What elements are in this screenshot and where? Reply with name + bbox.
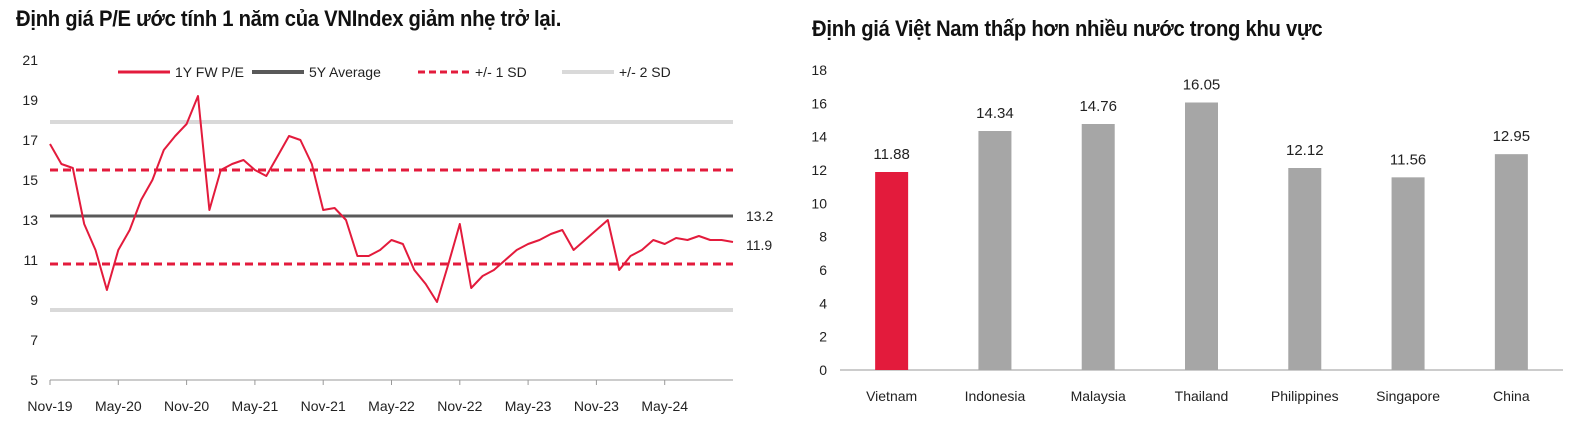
bar-philippines bbox=[1288, 168, 1322, 370]
x-tick-label: May-22 bbox=[368, 398, 415, 414]
x-tick-label: Nov-23 bbox=[574, 398, 619, 414]
x-category-label: Singapore bbox=[1376, 388, 1440, 404]
bar-malaysia bbox=[1081, 124, 1115, 370]
y-tick-label: 5 bbox=[30, 372, 38, 388]
bar-singapore bbox=[1391, 177, 1425, 370]
y-tick-label: 14 bbox=[811, 129, 827, 145]
legend-pe-label: 1Y FW P/E bbox=[175, 64, 244, 80]
bar-thailand bbox=[1185, 102, 1218, 370]
regional-pe-bar-chart: 0 2 4 6 8 10 12 14 16 18 11.88 Vietnam 14.34 Indonesi… bbox=[811, 62, 1563, 404]
x-tick-label: May-24 bbox=[641, 398, 688, 414]
y-tick-label: 4 bbox=[819, 295, 827, 311]
pe-series-line bbox=[49, 95, 734, 303]
x-tick-label: Nov-21 bbox=[301, 398, 346, 414]
y-tick-label: 6 bbox=[819, 262, 827, 278]
legend-sd2-label: +/- 2 SD bbox=[619, 64, 671, 80]
y-tick-label: 21 bbox=[22, 52, 38, 68]
bar-value-label: 12.95 bbox=[1493, 128, 1531, 145]
legend-sd1-label: +/- 1 SD bbox=[475, 64, 527, 80]
x-category-label: Philippines bbox=[1271, 388, 1339, 404]
y-tick-label: 2 bbox=[819, 329, 827, 345]
bar-china bbox=[1494, 154, 1528, 370]
bar-value-label: 14.34 bbox=[976, 105, 1014, 122]
legend-average-label: 5Y Average bbox=[309, 64, 381, 80]
pe-line-chart: 5 7 9 11 13 15 17 19 21 Nov-19 May-20 Nov-20 May-21 N… bbox=[22, 52, 773, 414]
y-tick-label: 12 bbox=[811, 162, 827, 178]
bar-value-label: 11.88 bbox=[873, 146, 909, 163]
y-tick-label: 13 bbox=[22, 212, 38, 228]
y-tick-label: 19 bbox=[22, 92, 38, 108]
right-chart-title: Định giá Việt Nam thấp hơn nhiều nước tr… bbox=[812, 16, 1323, 41]
x-category-label: Vietnam bbox=[866, 388, 917, 404]
x-category-label: Thailand bbox=[1175, 388, 1229, 404]
avg-end-label: 13.2 bbox=[746, 208, 773, 224]
left-chart-title: Định giá P/E ước tính 1 năm của VNIndex … bbox=[16, 6, 562, 31]
bar-indonesia bbox=[978, 131, 1012, 370]
x-tick-label: May-23 bbox=[505, 398, 552, 414]
y-tick-label: 15 bbox=[22, 172, 38, 188]
x-category-label: China bbox=[1493, 388, 1530, 404]
y-tick-label: 16 bbox=[811, 95, 827, 111]
bar-vietnam bbox=[875, 172, 909, 370]
left-chart-panel: Định giá P/E ước tính 1 năm của VNIndex … bbox=[16, 6, 773, 414]
right-chart-panel: Định giá Việt Nam thấp hơn nhiều nước tr… bbox=[790, 0, 1571, 425]
bar-value-label: 12.12 bbox=[1286, 142, 1324, 159]
bar-value-label: 16.05 bbox=[1183, 77, 1221, 94]
y-tick-label: 10 bbox=[811, 195, 827, 211]
x-category-label: Indonesia bbox=[965, 388, 1026, 404]
x-tick-label: Nov-22 bbox=[437, 398, 482, 414]
y-tick-label: 11 bbox=[23, 252, 38, 268]
y-tick-label: 7 bbox=[30, 332, 38, 348]
y-tick-label: 8 bbox=[819, 229, 827, 245]
y-tick-label: 9 bbox=[30, 292, 38, 308]
y-tick-label: 0 bbox=[819, 362, 827, 378]
x-tick-label: May-21 bbox=[232, 398, 279, 414]
bar-value-label: 14.76 bbox=[1079, 98, 1117, 115]
y-tick-label: 18 bbox=[811, 62, 827, 78]
x-category-label: Malaysia bbox=[1071, 388, 1126, 404]
y-tick-label: 17 bbox=[22, 132, 38, 148]
x-tick-label: Nov-20 bbox=[164, 398, 209, 414]
bar-value-label: 11.56 bbox=[1390, 151, 1426, 168]
x-tick-label: May-20 bbox=[95, 398, 142, 414]
x-tick-label: Nov-19 bbox=[27, 398, 72, 414]
pe-end-label: 11.9 bbox=[746, 237, 772, 253]
